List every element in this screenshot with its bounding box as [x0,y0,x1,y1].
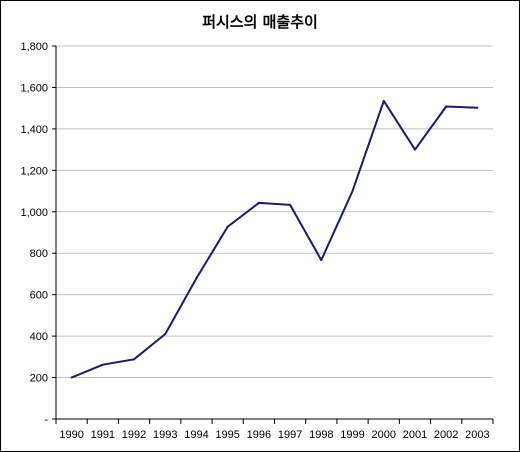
series [70,99,479,379]
data-point [133,358,136,361]
data-point [476,106,479,109]
x-tick-label: 1992 [122,429,146,441]
y-tick-label: 600 [30,290,48,302]
y-tick-label: 800 [30,248,48,260]
y-tick-label: 1,600 [20,82,48,94]
gridlines [56,45,493,379]
axes [52,45,494,424]
y-tick-label: 1,400 [20,124,48,136]
data-point [164,333,167,336]
x-tick-label: 1994 [184,429,208,441]
data-point [351,190,354,193]
data-point [257,201,260,204]
x-tick-label: 1998 [309,429,333,441]
y-tick-label: 1,000 [20,207,48,219]
x-tick-label: 2003 [465,429,489,441]
data-point [413,148,416,151]
y-tick-label: 400 [30,331,48,343]
data-point [320,259,323,262]
data-point [195,277,198,280]
y-tick-label: 1,800 [20,41,48,53]
x-tick-label: 1991 [91,429,115,441]
series-line [71,99,478,379]
y-tick-label: 200 [30,373,48,385]
x-tick-label: 1990 [59,429,83,441]
data-point [382,99,385,102]
data-point [70,376,73,379]
x-tick-label: 1996 [247,429,271,441]
chart-title: 퍼시스의 매출추이 [202,13,318,31]
y-tick-label: - [44,414,48,426]
x-tick-label: 1999 [340,429,364,441]
x-tick-label: 1993 [153,429,177,441]
x-tick-label: 1997 [278,429,302,441]
data-point [226,225,229,228]
x-tick-label: 1995 [215,429,239,441]
y-tick-labels: - 200 400 600 800 1,000 1,200 1,400 1,600 1,800 [20,41,48,426]
x-tick-label: 2000 [372,429,396,441]
y-tick-label: 1,200 [20,165,48,177]
x-tick-label: 2001 [403,429,427,441]
data-point [289,203,292,206]
data-point [445,105,448,108]
x-tick-label: 2002 [434,429,458,441]
x-tick-labels: 1990 1991 1992 1993 1994 1995 1996 1997 1998 1999… [59,429,489,441]
data-point [101,363,104,366]
